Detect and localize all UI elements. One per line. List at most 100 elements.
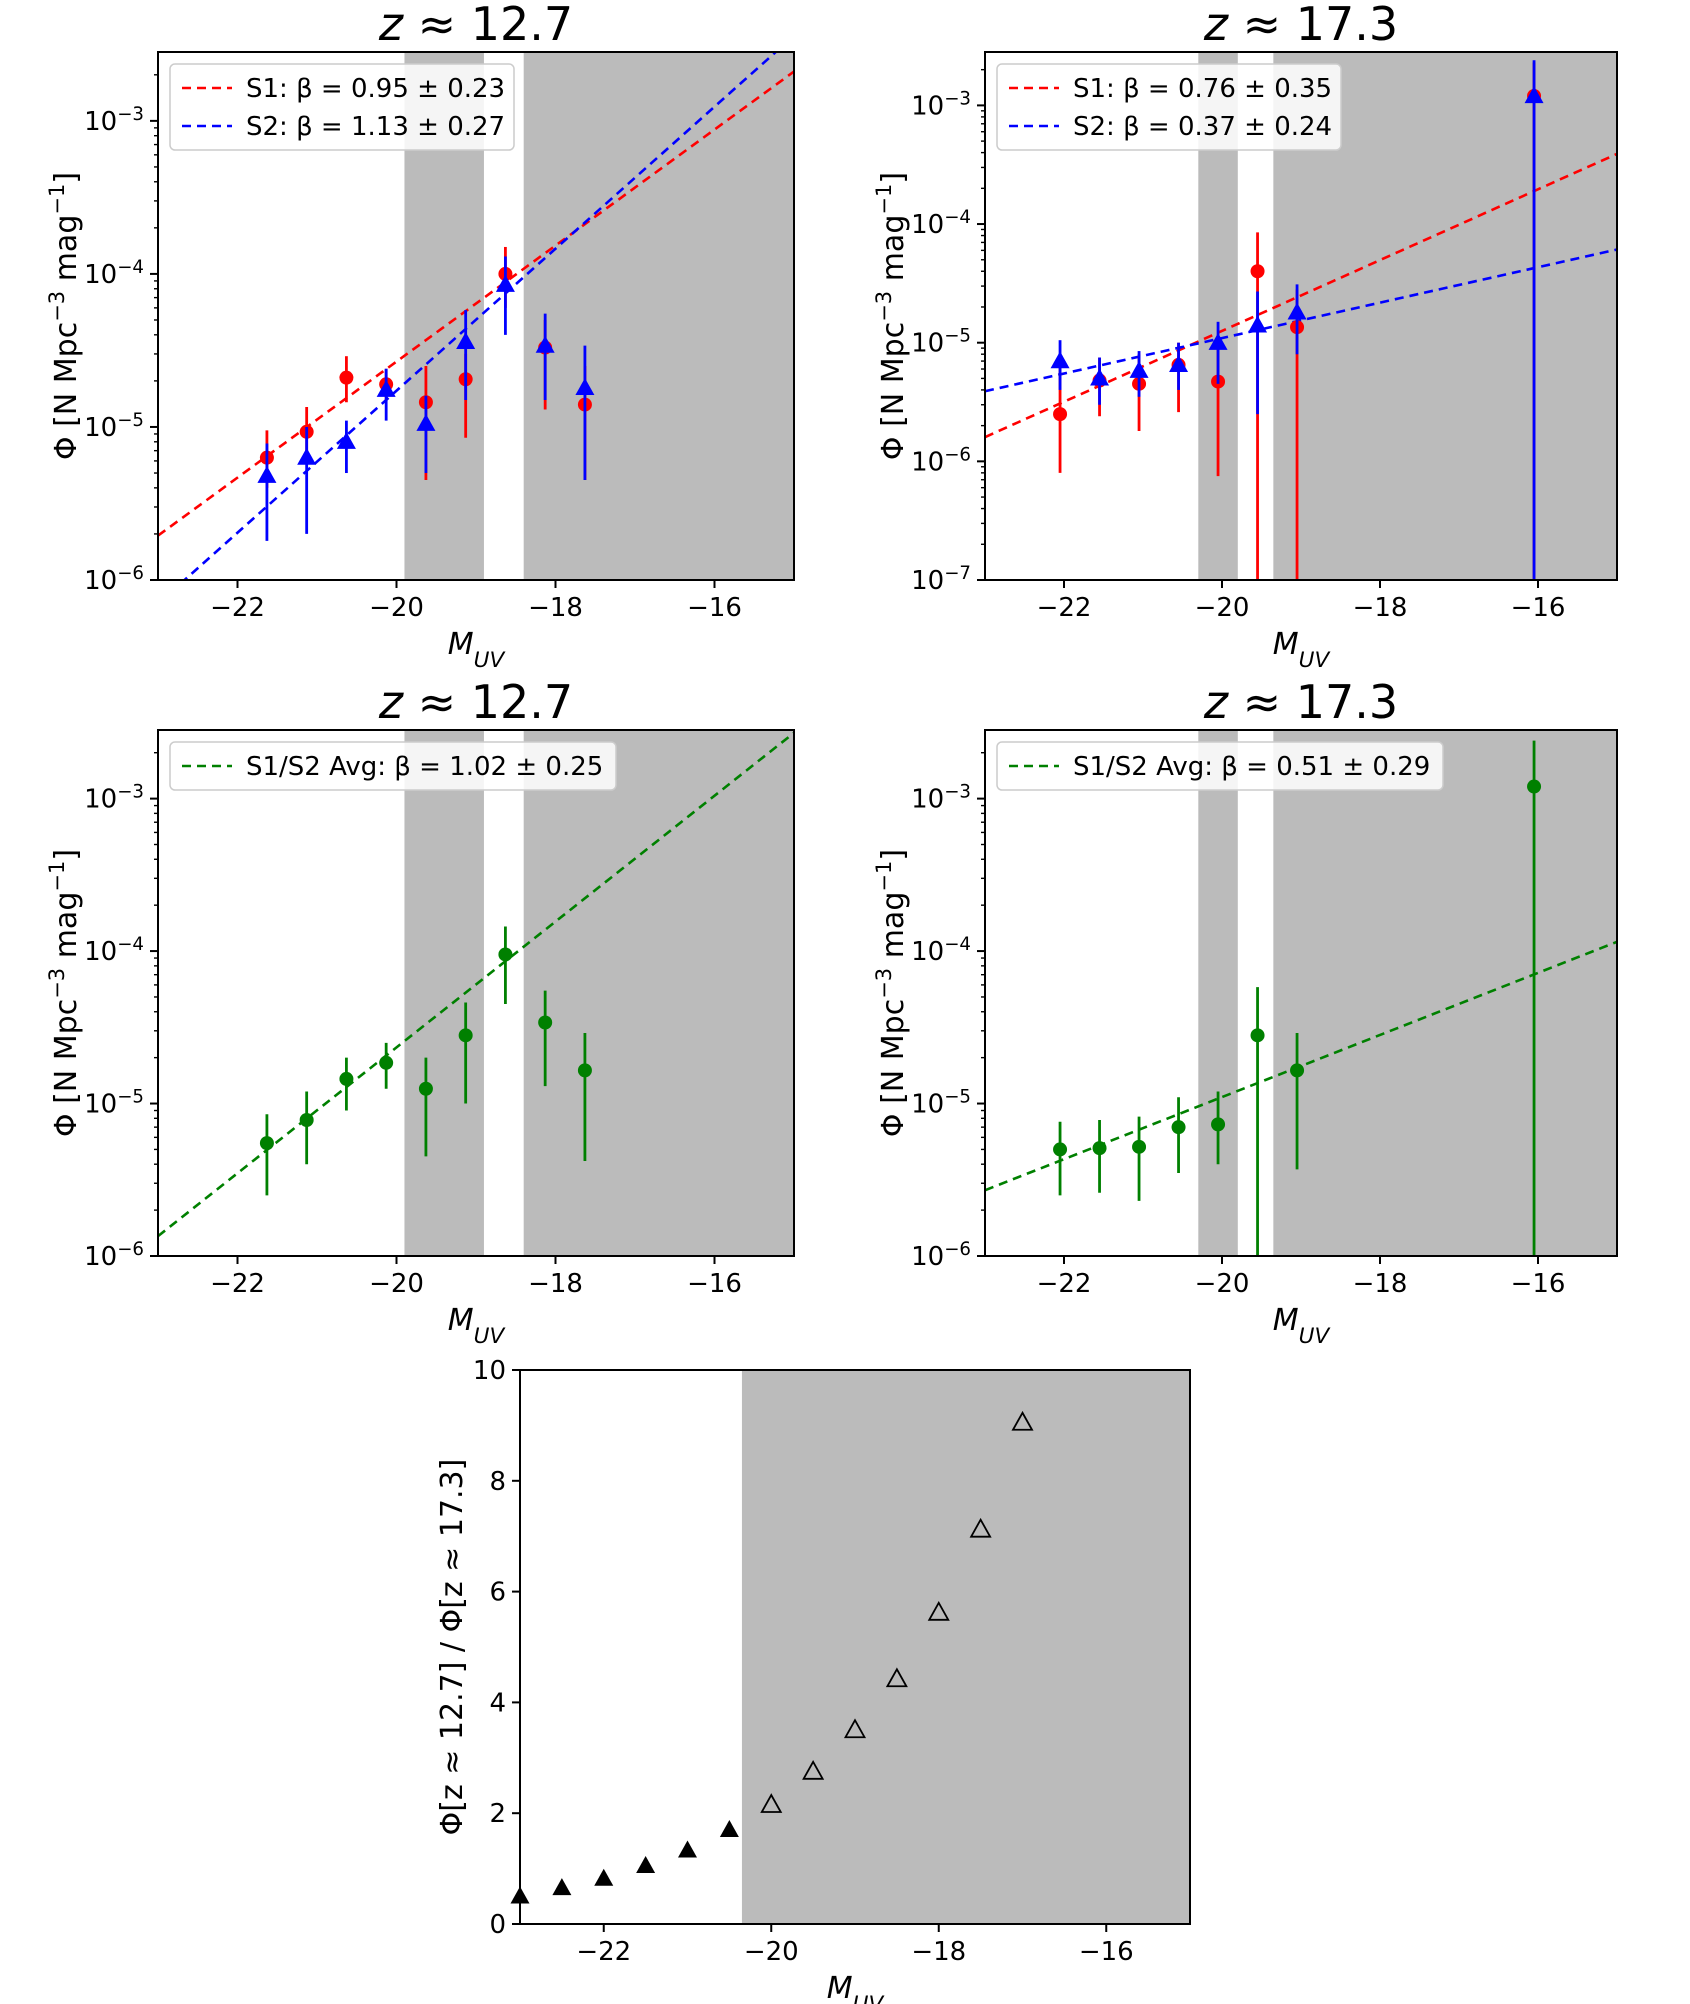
legend-box — [169, 63, 515, 151]
xtick-label: −18 — [528, 1269, 583, 1299]
ytick-label: 4 — [489, 1688, 506, 1718]
ytick-label: 10−5 — [84, 1086, 144, 1120]
legend-box — [169, 741, 617, 791]
point-s1s2avg-3 — [1132, 1139, 1147, 1154]
shaded-region-1 — [1198, 730, 1238, 1256]
fit-line-s1 — [158, 70, 794, 537]
xtick-label: −18 — [1353, 593, 1408, 623]
xtick-label: −16 — [1511, 593, 1566, 623]
panel-title: z ≈ 17.3 — [1203, 0, 1398, 51]
shaded-region-2 — [523, 52, 794, 580]
point-s2-9 — [575, 378, 595, 396]
point-s1s2avg-6 — [458, 1028, 473, 1043]
xtick-label: −18 — [911, 1937, 966, 1967]
shaded-region-2 — [523, 730, 794, 1256]
legend-entry: S1/S2 Avg: β = 1.02 ± 0.25 — [246, 752, 603, 782]
x-axis-label: MUV — [1273, 627, 1332, 673]
point-s1s2avg-8 — [538, 1015, 553, 1030]
ytick-label: 10−6 — [911, 1239, 971, 1273]
ytick-label: 10−3 — [911, 88, 971, 122]
xtick-label: −22 — [210, 1269, 265, 1299]
xtick-label: −16 — [687, 1269, 742, 1299]
point-open-6 — [969, 1517, 992, 1538]
shaded-region-1 — [404, 730, 484, 1256]
axes-frame — [984, 729, 1618, 1257]
point-s2-6 — [1248, 315, 1268, 333]
point-s1s2avg-2 — [299, 1112, 314, 1127]
fit-line-s2 — [182, 52, 778, 580]
xtick-label: −20 — [369, 593, 424, 623]
xtick-label: −18 — [528, 593, 583, 623]
panel-2: −22 −20 −18 −16 10−7 10−6 10−5 10−4 10−3 MUV Φ [N … — [872, 0, 1618, 673]
point-s1s2avg-4 — [1171, 1120, 1186, 1135]
point-s1s2avg-5 — [418, 1081, 433, 1096]
xtick-label: −16 — [1079, 1937, 1134, 1967]
xtick-label: −16 — [1511, 1269, 1566, 1299]
ytick-label: 10−3 — [911, 781, 971, 815]
point-s1s2avg-8 — [1527, 779, 1542, 794]
point-s1s2avg-9 — [577, 1063, 592, 1078]
legend-entry: S1: β = 0.95 ± 0.23 — [246, 74, 505, 104]
point-s2-2 — [297, 447, 317, 465]
ytick-label: 10−4 — [84, 256, 144, 290]
panel-3: −22 −20 −18 −16 10−6 10−5 10−4 10−3 MUV Φ [N Mpc−… — [45, 675, 795, 1349]
point-s1s2avg-7 — [498, 947, 513, 962]
axes-frame — [157, 729, 795, 1257]
xtick-label: −18 — [1353, 1269, 1408, 1299]
xtick-label: −20 — [1195, 593, 1250, 623]
ytick-label: 10−5 — [911, 325, 971, 359]
xtick-label: −22 — [210, 593, 265, 623]
point-s1s2avg-1 — [259, 1136, 274, 1151]
point-s2-7 — [1287, 302, 1307, 320]
xtick-label: −22 — [1037, 593, 1092, 623]
legend: S1: β = 0.95 ± 0.23 S2: β = 1.13 ± 0.27 — [169, 63, 515, 151]
plot-area — [985, 730, 1617, 1256]
point-s2-1 — [1050, 351, 1070, 369]
ytick-label: 10−6 — [911, 444, 971, 478]
legend: S1/S2 Avg: β = 0.51 ± 0.29 — [996, 741, 1444, 791]
point-s1s2avg-6 — [1250, 1028, 1265, 1043]
plot-area — [741, 1370, 1190, 1924]
legend-entry: S1/S2 Avg: β = 0.51 ± 0.29 — [1073, 752, 1430, 782]
point-s2-7 — [495, 274, 515, 292]
ytick-label: 8 — [489, 1467, 506, 1497]
point-s1-6 — [1250, 264, 1265, 279]
point-filled-4 — [636, 1855, 656, 1873]
x-axis-label: MUV — [448, 1303, 507, 1349]
fit-line-s1 — [985, 152, 1617, 439]
ytick-label: 10−6 — [84, 563, 144, 597]
ytick-label: 10 — [473, 1356, 506, 1386]
point-s2-4 — [1169, 355, 1189, 373]
xtick-label: −20 — [369, 1269, 424, 1299]
point-filled-3 — [594, 1868, 614, 1886]
fit-line-s1s2avg — [985, 940, 1617, 1192]
x-axis-label: MUV — [1273, 1303, 1332, 1349]
ytick-label: 10−5 — [84, 409, 144, 443]
x-axis-label: MUV — [827, 1971, 886, 2004]
axes-frame — [984, 51, 1618, 581]
point-s2-8 — [535, 335, 555, 353]
y-axis-label: Φ[z ≈ 12.7] / Φ[z ≈ 17.3] — [435, 1459, 470, 1836]
ytick-label: 10−4 — [911, 207, 971, 241]
ytick-label: 6 — [489, 1578, 506, 1608]
point-filled-5 — [678, 1840, 697, 1858]
ytick-label: 10−7 — [911, 563, 971, 597]
xtick-label: −20 — [744, 1937, 799, 1967]
point-s2-4 — [376, 379, 396, 397]
xtick-label: −22 — [1037, 1269, 1092, 1299]
point-s1s2avg-7 — [1290, 1063, 1305, 1078]
legend-entry: S1: β = 0.76 ± 0.35 — [1073, 74, 1332, 104]
axes-frame — [157, 51, 795, 581]
panel-4: −22 −20 −18 −16 10−6 10−5 10−4 10−3 MUV Φ [N Mpc−… — [872, 675, 1618, 1349]
legend-box — [996, 63, 1342, 151]
panel-title: z ≈ 12.7 — [378, 0, 573, 51]
panel-title: z ≈ 17.3 — [1203, 675, 1398, 729]
point-open-2 — [802, 1759, 825, 1780]
point-filled-2 — [552, 1878, 572, 1896]
point-open-1 — [760, 1793, 783, 1813]
point-s1-1 — [1053, 407, 1068, 422]
ytick-label: 10−6 — [84, 1239, 144, 1273]
shaded-region-2 — [1273, 730, 1617, 1256]
point-s2-5 — [1208, 332, 1228, 350]
